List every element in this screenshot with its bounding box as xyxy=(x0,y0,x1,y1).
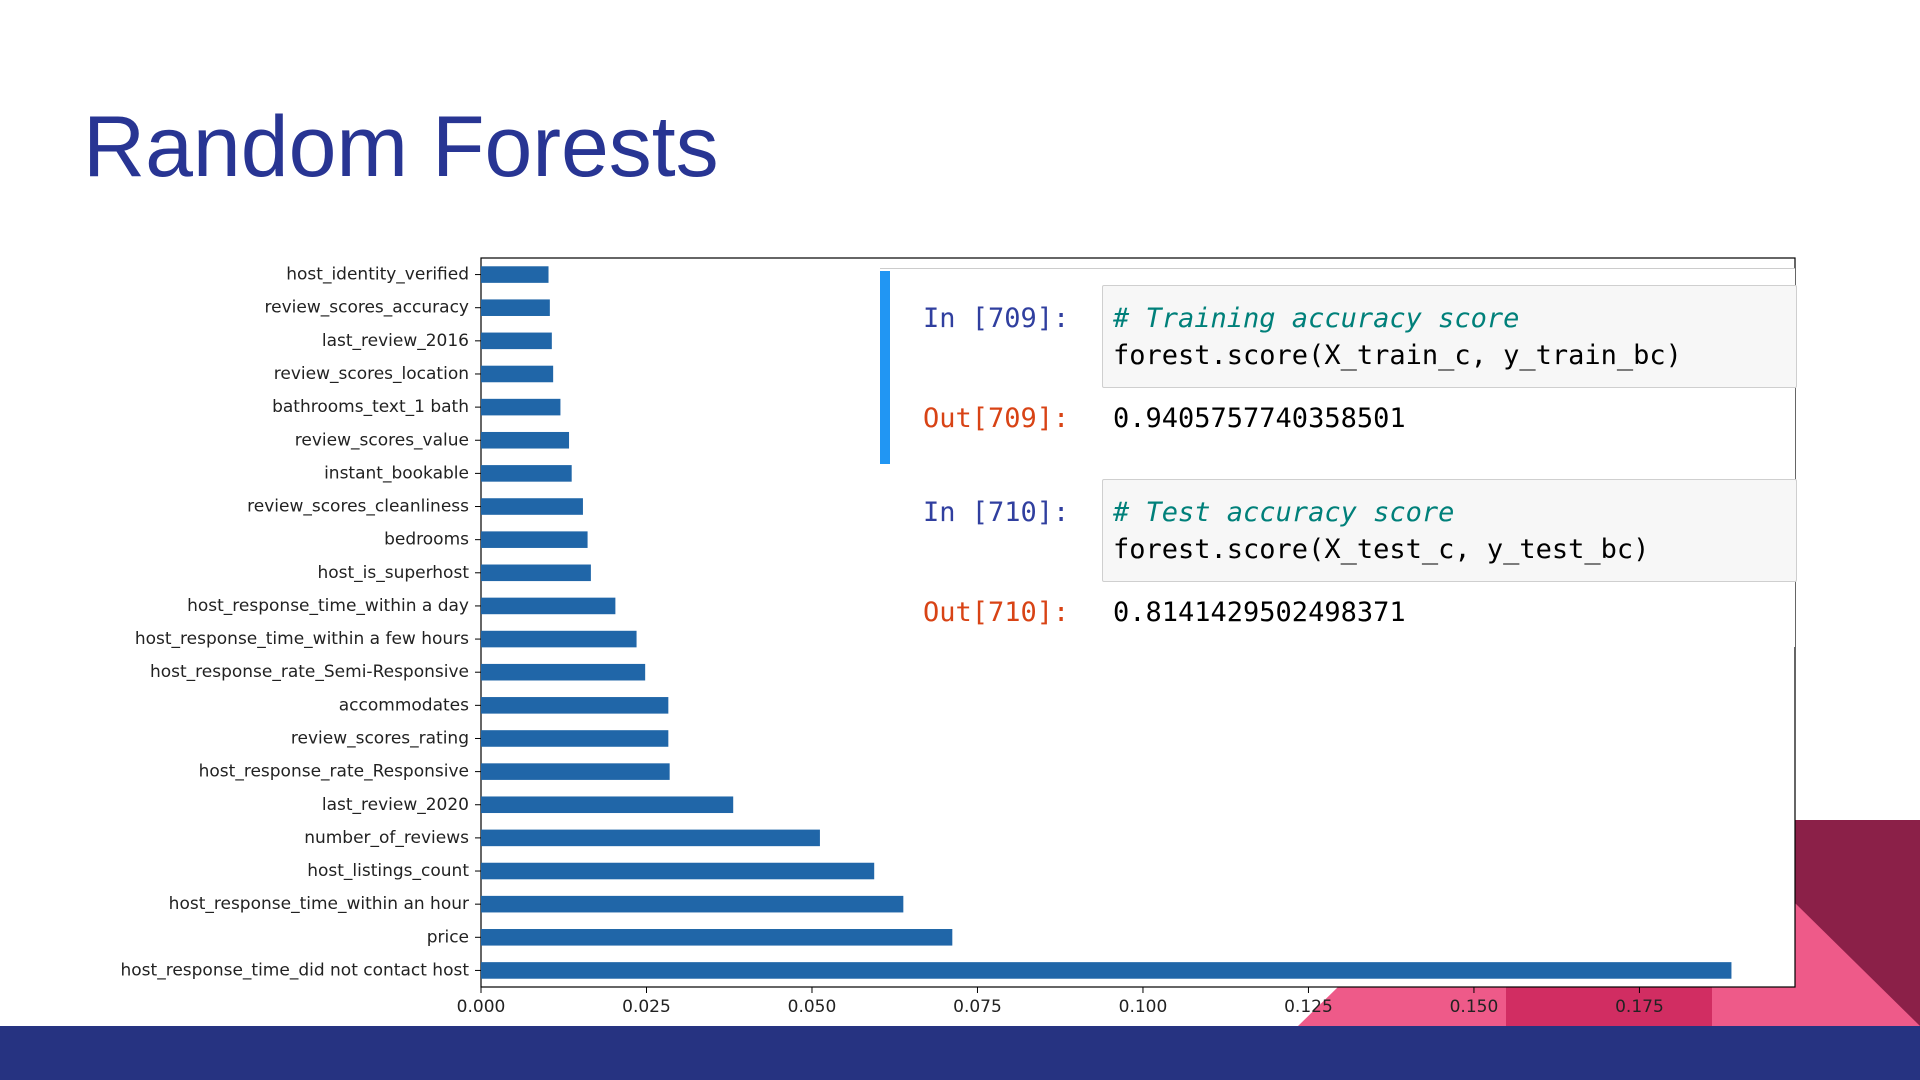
decor xyxy=(1795,903,1920,1026)
bar xyxy=(481,829,820,847)
y-tick-label: last_review_2020 xyxy=(322,795,469,815)
bar xyxy=(481,597,616,615)
bar xyxy=(481,697,669,714)
x-tick-label: 0.050 xyxy=(788,997,837,1017)
code-line: forest.score(X_train_c, y_train_bc) xyxy=(1113,340,1682,371)
y-tick-label: price xyxy=(427,927,469,947)
bar xyxy=(481,730,669,747)
bar xyxy=(481,564,591,582)
code-comment: # Test accuracy score xyxy=(1113,497,1455,528)
code-box xyxy=(1102,479,1797,582)
y-tick-label: host_response_time_did not contact host xyxy=(121,960,470,980)
output-value: 0.8141429502498371 xyxy=(1113,597,1406,628)
y-tick-label: host_response_rate_Responsive xyxy=(199,762,469,782)
code-line: forest.score(X_test_c, y_test_bc) xyxy=(1113,534,1650,565)
footer-band xyxy=(0,1026,1920,1080)
slide-title: Random Forests xyxy=(83,99,719,195)
bar xyxy=(481,862,875,880)
y-tick-label: review_scores_location xyxy=(274,364,469,384)
y-tick-label: instant_bookable xyxy=(324,463,469,483)
y-tick-label: host_identity_verified xyxy=(286,265,469,285)
bar xyxy=(481,266,549,283)
bar xyxy=(481,365,554,383)
y-tick-label: host_listings_count xyxy=(307,861,469,881)
y-tick-label: last_review_2016 xyxy=(322,331,469,351)
x-tick-label: 0.125 xyxy=(1284,997,1333,1017)
y-tick-label: host_response_time_within a few hours xyxy=(135,629,469,649)
x-tick-label: 0.025 xyxy=(622,997,671,1017)
selected-cell-bar xyxy=(880,271,890,464)
bar xyxy=(481,630,637,648)
y-tick-label: number_of_reviews xyxy=(304,828,469,848)
bar xyxy=(481,796,734,814)
x-tick-label: 0.175 xyxy=(1615,997,1664,1017)
x-tick-label: 0.100 xyxy=(1119,997,1168,1017)
in-prompt: In [709]: xyxy=(923,303,1070,334)
code-comment: # Training accuracy score xyxy=(1113,303,1520,334)
bar xyxy=(481,431,570,449)
bar xyxy=(481,465,572,482)
bar xyxy=(481,663,646,681)
bar xyxy=(481,763,670,780)
y-tick-label: review_scores_accuracy xyxy=(265,298,469,318)
decor xyxy=(1506,987,1712,1026)
bar xyxy=(481,929,953,946)
y-tick-label: host_response_time_within a day xyxy=(187,596,469,616)
y-tick-label: review_scores_rating xyxy=(291,728,469,748)
y-tick-label: review_scores_value xyxy=(295,430,469,450)
y-tick-label: host_response_time_within an hour xyxy=(169,894,469,914)
y-tick-label: review_scores_cleanliness xyxy=(247,497,469,517)
y-tick-label: bathrooms_text_1 bath xyxy=(272,397,469,417)
bar xyxy=(481,531,588,548)
x-tick-label: 0.000 xyxy=(457,997,506,1017)
code-box xyxy=(1102,285,1797,388)
bar xyxy=(481,895,904,913)
x-tick-label: 0.150 xyxy=(1450,997,1499,1017)
bar xyxy=(481,962,1732,979)
bar xyxy=(481,398,561,416)
y-tick-label: accommodates xyxy=(339,695,469,715)
output-value: 0.9405757740358501 xyxy=(1113,403,1406,434)
y-tick-label: host_response_rate_Semi-Responsive xyxy=(150,662,469,682)
out-prompt: Out[709]: xyxy=(923,403,1070,434)
y-tick-label: bedrooms xyxy=(384,530,469,550)
out-prompt: Out[710]: xyxy=(923,597,1070,628)
in-prompt: In [710]: xyxy=(923,497,1070,528)
x-tick-label: 0.075 xyxy=(953,997,1002,1017)
y-tick-label: host_is_superhost xyxy=(317,563,469,583)
bar xyxy=(481,498,583,515)
bar xyxy=(481,299,550,316)
bar xyxy=(481,332,552,350)
